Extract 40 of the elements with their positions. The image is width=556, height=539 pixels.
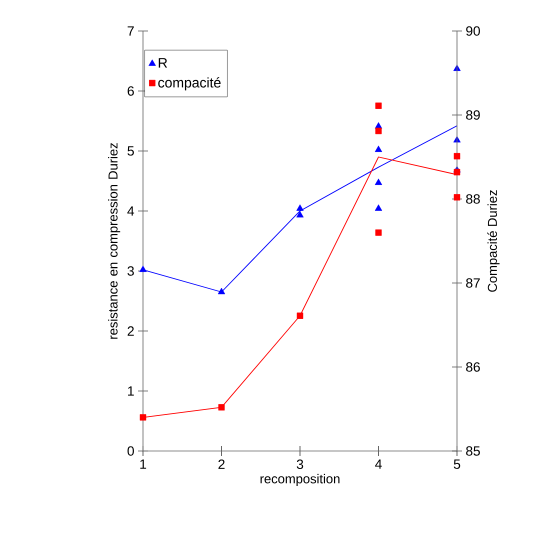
point [374,146,382,152]
y2-tick-label: 86 [466,362,480,372]
y2-tick-label: 87 [466,278,480,288]
x-axis-title: recomposition [260,474,340,486]
y-tick-label: 6 [128,86,134,96]
point [375,229,382,236]
point [218,288,226,294]
point [139,266,147,272]
y-tick-label: 3 [128,266,134,276]
y-tick-label: 1 [128,386,134,396]
x-tick-label: 5 [454,460,460,469]
y-tick-label: 2 [128,326,134,336]
y-tick-label: 0 [128,446,134,456]
point [374,204,382,211]
point [454,194,460,201]
point [454,152,460,160]
y2-tick-label: 85 [466,446,480,456]
x-tick-label: 3 [296,460,304,470]
y2-tick-label: 88 [466,194,480,204]
y-axis-title: resistance en compression Duriez [108,143,120,339]
point [296,312,304,319]
point [374,178,382,185]
y2-tick-label: 90 [466,26,480,36]
point [375,128,382,134]
x-tick-label: 1 [140,460,146,469]
x-tick-label: 2 [218,460,225,469]
y2-axis-title: Compacité Duriez [487,190,500,292]
point [140,414,146,421]
y-tick-label: 4 [127,206,134,216]
point [296,204,304,211]
point [454,168,460,176]
y-tick-label: 5 [128,146,134,156]
legend-label: compacité [158,77,221,90]
point [218,404,225,411]
y2-tick-label: 89 [466,110,480,120]
y-tick-label: 7 [128,26,134,36]
x-tick-label: 4 [375,460,382,469]
legend-label: R [158,58,168,68]
point [375,102,382,109]
point [296,211,304,218]
